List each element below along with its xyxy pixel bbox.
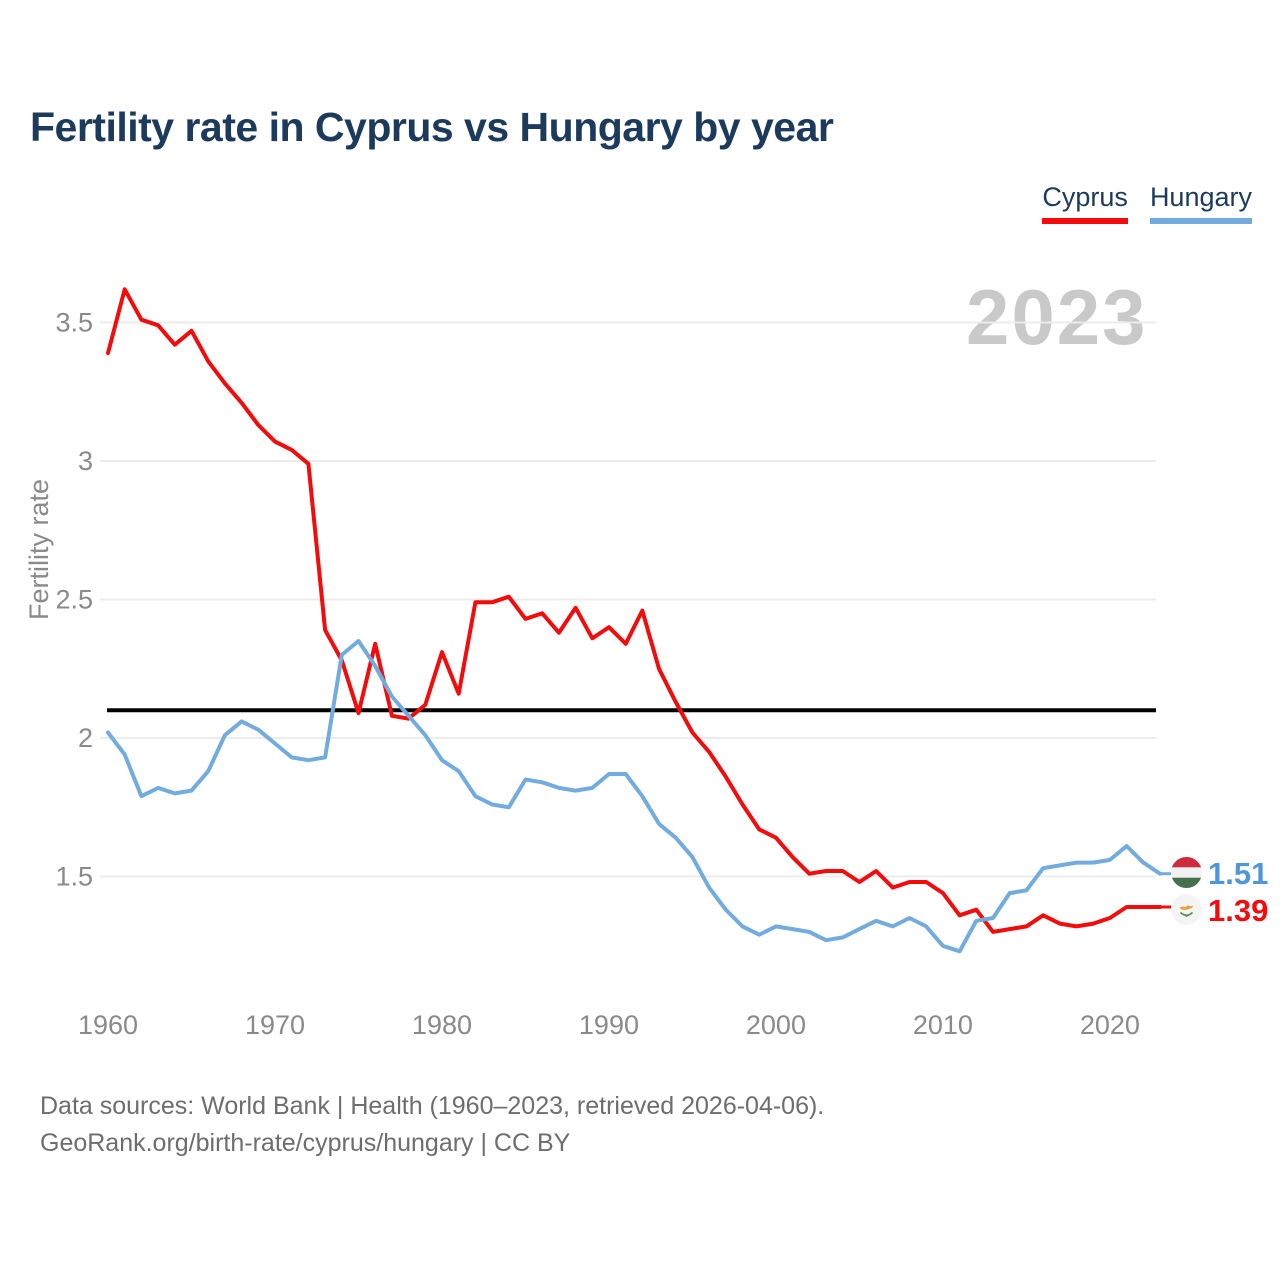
year-watermark: 2023 <box>966 273 1148 361</box>
legend: Cyprus Hungary <box>1042 182 1252 224</box>
hungary-end-value: 1.51 <box>1208 856 1269 891</box>
legend-label-hungary: Hungary <box>1149 182 1252 212</box>
y-tick-label-1.5: 1.5 <box>55 862 93 892</box>
series-line-hungary <box>106 639 1162 954</box>
x-tick-label-1990: 1990 <box>579 1010 639 1040</box>
x-tick-label-2000: 2000 <box>746 1010 806 1040</box>
x-tick-label-1970: 1970 <box>245 1010 305 1040</box>
legend-item-hungary[interactable]: Hungary <box>1149 182 1252 224</box>
hungary-flag-icon <box>1171 857 1202 888</box>
y-tick-label-2.5: 2.5 <box>55 585 93 615</box>
footer-sources: Data sources: World Bank | Health (1960–… <box>40 1092 825 1120</box>
x-tick-label-2010: 2010 <box>913 1010 973 1040</box>
x-tick-label-1960: 1960 <box>78 1010 138 1040</box>
footer-attribution: GeoRank.org/birth-rate/cyprus/hungary | … <box>40 1129 571 1157</box>
x-tick-label-1980: 1980 <box>412 1010 472 1040</box>
y-tick-label-3: 3 <box>78 446 93 476</box>
footer: Data sources: World Bank | Health (1960–… <box>40 1088 824 1162</box>
y-tick-label-2: 2 <box>78 723 93 753</box>
legend-label-cyprus: Cyprus <box>1042 182 1128 212</box>
cyprus-end-value: 1.39 <box>1208 893 1269 928</box>
legend-item-cyprus[interactable]: Cyprus <box>1042 182 1128 224</box>
page-title: Fertility rate in Cyprus vs Hungary by y… <box>30 104 834 150</box>
y-tick-label-3.5: 3.5 <box>55 308 93 338</box>
x-tick-label-2020: 2020 <box>1080 1010 1140 1040</box>
cyprus-flag-icon <box>1171 894 1202 925</box>
series-line-cyprus <box>106 287 1162 934</box>
